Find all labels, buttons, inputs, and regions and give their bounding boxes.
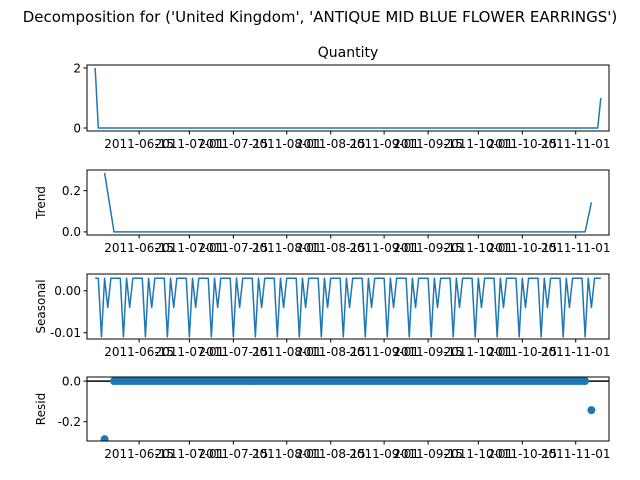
x-tick-label-seasonal: 2011-10-15 xyxy=(487,345,557,359)
panel-resid: Resid 0.0 -0.2 2011-06-152011-07-012011-07-… xyxy=(34,374,611,461)
x-tick-label-resid: 2011-10-15 xyxy=(487,447,557,461)
x-tick-label-trend: 2011-07-15 xyxy=(198,241,268,255)
x-tick-label-trend: 2011-08-01 xyxy=(252,241,322,255)
y-axis-label-seasonal: Seasonal xyxy=(34,279,48,333)
x-tick-label-seasonal: 2011-07-15 xyxy=(198,345,268,359)
x-tick-label-quantity: 2011-08-15 xyxy=(296,137,366,151)
x-tick-label-seasonal: 2011-07-01 xyxy=(155,345,225,359)
x-tick-label-trend: 2011-09-01 xyxy=(349,241,419,255)
y-tick-label-trend: 0.2 xyxy=(62,184,81,198)
x-tick-label-quantity: 2011-11-01 xyxy=(541,137,611,151)
resid-point xyxy=(587,406,596,415)
x-tick-label-quantity: 2011-10-15 xyxy=(487,137,557,151)
x-tick-label-quantity: 2011-08-01 xyxy=(252,137,322,151)
plot-area-resid xyxy=(87,377,609,441)
x-tick-label-resid: 2011-08-01 xyxy=(252,447,322,461)
x-tick-label-seasonal: 2011-09-01 xyxy=(349,345,419,359)
panel-seasonal: Seasonal 0.00-0.012011-06-152011-07-01201… xyxy=(34,273,611,359)
panel-title-quantity: Quantity xyxy=(318,45,379,61)
panel-quantity: Quantity 0 2 2011-06-152011-07-012011-07-15… xyxy=(73,45,610,151)
x-tick-label-trend: 2011-08-15 xyxy=(296,241,366,255)
x-tick-label-resid: 2011-07-01 xyxy=(155,447,225,461)
x-tick-label-resid: 2011-11-01 xyxy=(541,447,611,461)
plot-area-seasonal xyxy=(95,277,601,338)
x-tick-label-trend: 2011-10-15 xyxy=(487,241,557,255)
y-tick-label-seasonal: 0.00 xyxy=(54,284,81,298)
y-axis-label-trend: Trend xyxy=(34,186,48,220)
x-tick-label-quantity: 2011-10-01 xyxy=(443,137,513,151)
y-tick-label-quantity: 2 xyxy=(73,61,81,75)
x-tick-label-quantity: 2011-07-15 xyxy=(198,137,268,151)
x-tick-label-trend: 2011-06-15 xyxy=(104,241,174,255)
y-tick-label-resid: 0.0 xyxy=(62,374,81,388)
y-axis-label-resid: Resid xyxy=(34,393,48,425)
figure-title: Decomposition for ('United Kingdom', 'AN… xyxy=(23,8,618,26)
y-tick-label-seasonal: -0.01 xyxy=(50,326,81,340)
series-line-quantity xyxy=(94,67,602,129)
x-tick-label-trend: 2011-07-01 xyxy=(155,241,225,255)
x-tick-label-seasonal: 2011-09-15 xyxy=(393,345,463,359)
x-tick-label-quantity: 2011-09-15 xyxy=(393,137,463,151)
y-tick-label-resid: -0.2 xyxy=(58,415,81,429)
x-tick-label-quantity: 2011-06-15 xyxy=(104,137,174,151)
y-tick-label-quantity: 0 xyxy=(73,121,81,135)
x-tick-label-resid: 2011-07-15 xyxy=(198,447,268,461)
resid-point xyxy=(100,435,109,441)
axes-frame-resid xyxy=(86,376,610,442)
resid-point xyxy=(581,377,590,386)
plot-area-quantity xyxy=(94,67,602,129)
series-line-seasonal xyxy=(95,277,601,338)
x-tick-label-resid: 2011-09-15 xyxy=(393,447,463,461)
x-tick-label-resid: 2011-10-01 xyxy=(443,447,513,461)
x-tick-label-seasonal: 2011-06-15 xyxy=(104,345,174,359)
x-tick-label-seasonal: 2011-11-01 xyxy=(541,345,611,359)
y-tick-label-trend: 0.0 xyxy=(62,225,81,239)
panel-trend: Trend 0.0 0.2 2011-06-152011-07-012011-07-1… xyxy=(34,169,611,255)
plot-area-trend xyxy=(103,172,593,233)
x-tick-label-trend: 2011-10-01 xyxy=(443,241,513,255)
x-tick-label-resid: 2011-06-15 xyxy=(104,447,174,461)
x-tick-label-quantity: 2011-07-01 xyxy=(155,137,225,151)
x-tick-label-quantity: 2011-09-01 xyxy=(349,137,419,151)
x-tick-label-seasonal: 2011-08-15 xyxy=(296,345,366,359)
x-tick-label-seasonal: 2011-08-01 xyxy=(252,345,322,359)
x-tick-label-resid: 2011-08-15 xyxy=(296,447,366,461)
x-tick-label-seasonal: 2011-10-01 xyxy=(443,345,513,359)
x-tick-label-trend: 2011-09-15 xyxy=(393,241,463,255)
x-tick-label-resid: 2011-09-01 xyxy=(349,447,419,461)
x-tick-label-trend: 2011-11-01 xyxy=(541,241,611,255)
axes-frame-seasonal xyxy=(86,273,610,340)
series-line-trend xyxy=(103,172,593,233)
axes-frame-trend xyxy=(86,169,610,236)
axes-frame-quantity xyxy=(86,64,610,132)
